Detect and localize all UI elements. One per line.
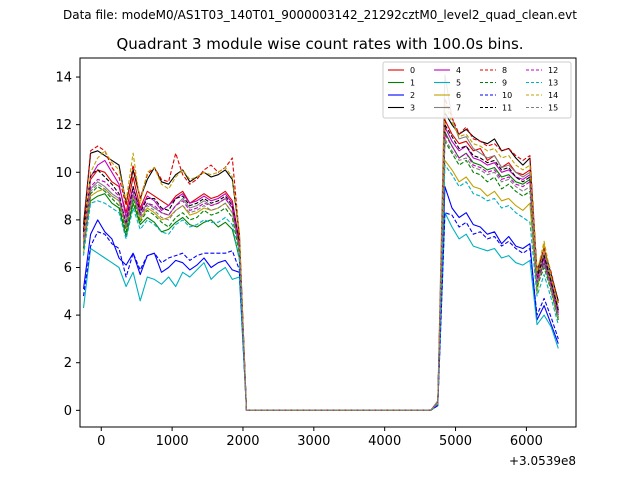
x-tick-label: 3000 xyxy=(297,434,330,449)
x-tick-label: 6000 xyxy=(510,434,543,449)
legend-label-14: 14 xyxy=(548,91,558,100)
y-tick-label: 2 xyxy=(64,356,72,371)
x-tick-label: 5000 xyxy=(439,434,472,449)
legend-label-7: 7 xyxy=(456,104,461,113)
figure-suptitle: Data file: modeM0/AS1T03_140T01_90000031… xyxy=(63,8,577,22)
y-tick-label: 8 xyxy=(64,213,72,228)
x-tick-label: 2000 xyxy=(226,434,259,449)
y-tick-label: 12 xyxy=(55,118,72,133)
legend-label-6: 6 xyxy=(456,91,461,100)
legend-label-1: 1 xyxy=(410,79,415,88)
legend-label-2: 2 xyxy=(410,91,415,100)
series-layer xyxy=(82,74,559,411)
x-tick-label: 4000 xyxy=(368,434,401,449)
legend-box xyxy=(382,61,572,119)
x-tick-label: 1000 xyxy=(156,434,189,449)
chart-title: Quadrant 3 module wise count rates with … xyxy=(116,35,524,53)
axes-frame xyxy=(79,57,577,428)
legend-label-4: 4 xyxy=(456,66,461,75)
y-tick-label: 6 xyxy=(64,261,72,276)
series-line-14 xyxy=(82,102,559,411)
y-tick-label: 10 xyxy=(55,166,72,181)
series-line-15 xyxy=(82,138,559,411)
y-tick-label: 4 xyxy=(64,309,72,324)
legend-label-13: 13 xyxy=(548,79,558,88)
x-tick-label: 0 xyxy=(97,434,105,449)
legend-label-0: 0 xyxy=(410,66,415,75)
plot-area xyxy=(80,58,576,427)
legend-label-9: 9 xyxy=(502,79,507,88)
series-line-10 xyxy=(82,212,559,411)
legend-label-3: 3 xyxy=(410,104,415,113)
legend-label-11: 11 xyxy=(502,104,512,113)
series-line-8 xyxy=(82,97,559,411)
series-line-13 xyxy=(82,164,559,411)
legend-label-5: 5 xyxy=(456,79,461,88)
legend-label-12: 12 xyxy=(548,66,558,75)
series-line-12 xyxy=(82,133,559,411)
y-tick-label: 14 xyxy=(55,71,72,86)
legend-label-8: 8 xyxy=(502,66,507,75)
x-axis-offset-text: +3.0539e8 xyxy=(509,454,576,468)
legend-label-10: 10 xyxy=(502,91,512,100)
y-tick-label: 0 xyxy=(64,404,72,419)
legend-label-15: 15 xyxy=(548,104,558,113)
